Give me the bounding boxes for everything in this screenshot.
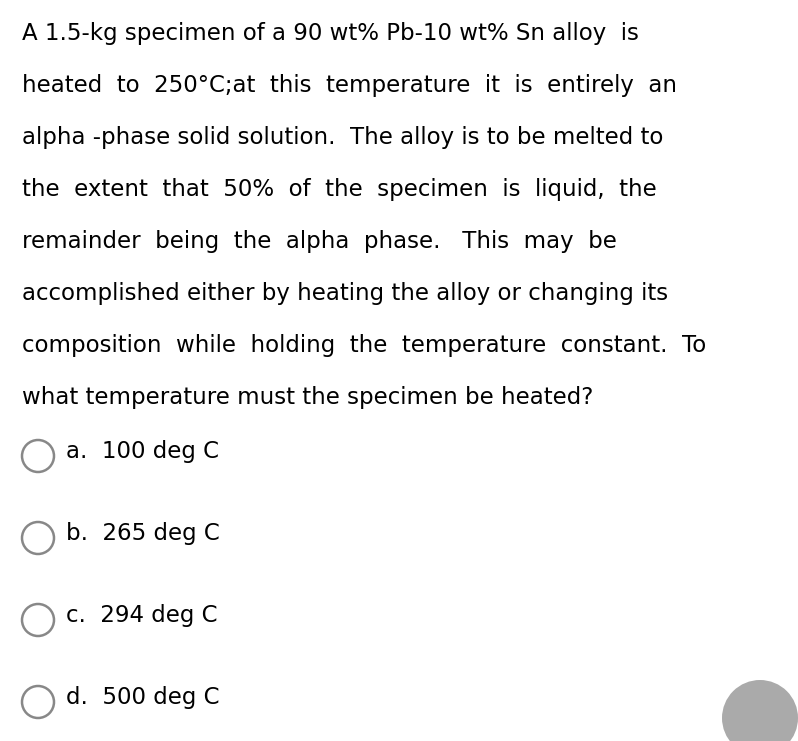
Text: the  extent  that  50%  of  the  specimen  is  liquid,  the: the extent that 50% of the specimen is l… <box>22 178 657 201</box>
Text: b.  265 deg C: b. 265 deg C <box>66 522 219 545</box>
Text: heated  to  250°C;at  this  temperature  it  is  entirely  an: heated to 250°C;at this temperature it i… <box>22 74 677 97</box>
Text: A 1.5-kg specimen of a 90 wt% Pb-10 wt% Sn alloy  is: A 1.5-kg specimen of a 90 wt% Pb-10 wt% … <box>22 22 639 45</box>
Text: a.  100 deg C: a. 100 deg C <box>66 440 219 463</box>
Text: what temperature must the specimen be heated?: what temperature must the specimen be he… <box>22 386 594 409</box>
Text: alpha -phase solid solution.  The alloy is to be melted to: alpha -phase solid solution. The alloy i… <box>22 126 663 149</box>
Text: remainder  being  the  alpha  phase.   This  may  be: remainder being the alpha phase. This ma… <box>22 230 617 253</box>
Text: composition  while  holding  the  temperature  constant.  To: composition while holding the temperatur… <box>22 334 706 357</box>
Text: d.  500 deg C: d. 500 deg C <box>66 686 219 709</box>
Text: accomplished either by heating the alloy or changing its: accomplished either by heating the alloy… <box>22 282 668 305</box>
Circle shape <box>722 680 798 741</box>
Text: c.  294 deg C: c. 294 deg C <box>66 604 218 627</box>
